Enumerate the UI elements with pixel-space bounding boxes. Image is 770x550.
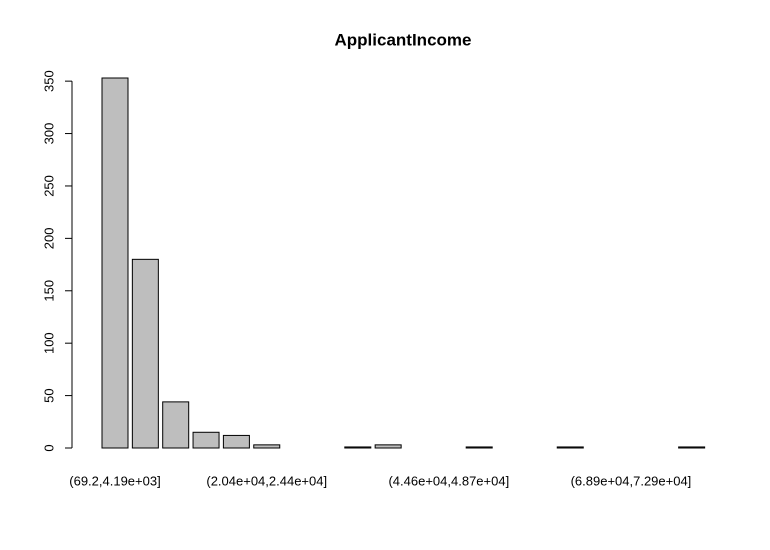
x-tick-label: (2.04e+04,2.44e+04] [206, 473, 327, 488]
y-tick-label: 350 [41, 70, 56, 92]
y-tick-label: 300 [41, 123, 56, 145]
bar [344, 446, 372, 449]
x-tick-label: (4.46e+04,4.87e+04] [388, 473, 509, 488]
y-tick-label: 250 [41, 175, 56, 197]
y-tick-label: 150 [41, 280, 56, 302]
bar [222, 434, 250, 449]
bar [101, 77, 129, 449]
bar [162, 401, 190, 449]
y-tick-label: 100 [41, 332, 56, 354]
bar [465, 446, 493, 449]
x-tick-label: (6.89e+04,7.29e+04] [571, 473, 692, 488]
bar [192, 431, 220, 449]
bar [374, 444, 402, 449]
y-tick-label: 0 [41, 444, 56, 451]
chart-title: ApplicantIncome [335, 30, 472, 49]
bar [253, 444, 281, 449]
y-tick-label: 50 [41, 388, 56, 402]
bar [556, 446, 584, 449]
y-tick-label: 200 [41, 228, 56, 250]
bar [131, 258, 159, 449]
bar [678, 446, 706, 449]
x-tick-label: (69.2,4.19e+03] [69, 473, 160, 488]
